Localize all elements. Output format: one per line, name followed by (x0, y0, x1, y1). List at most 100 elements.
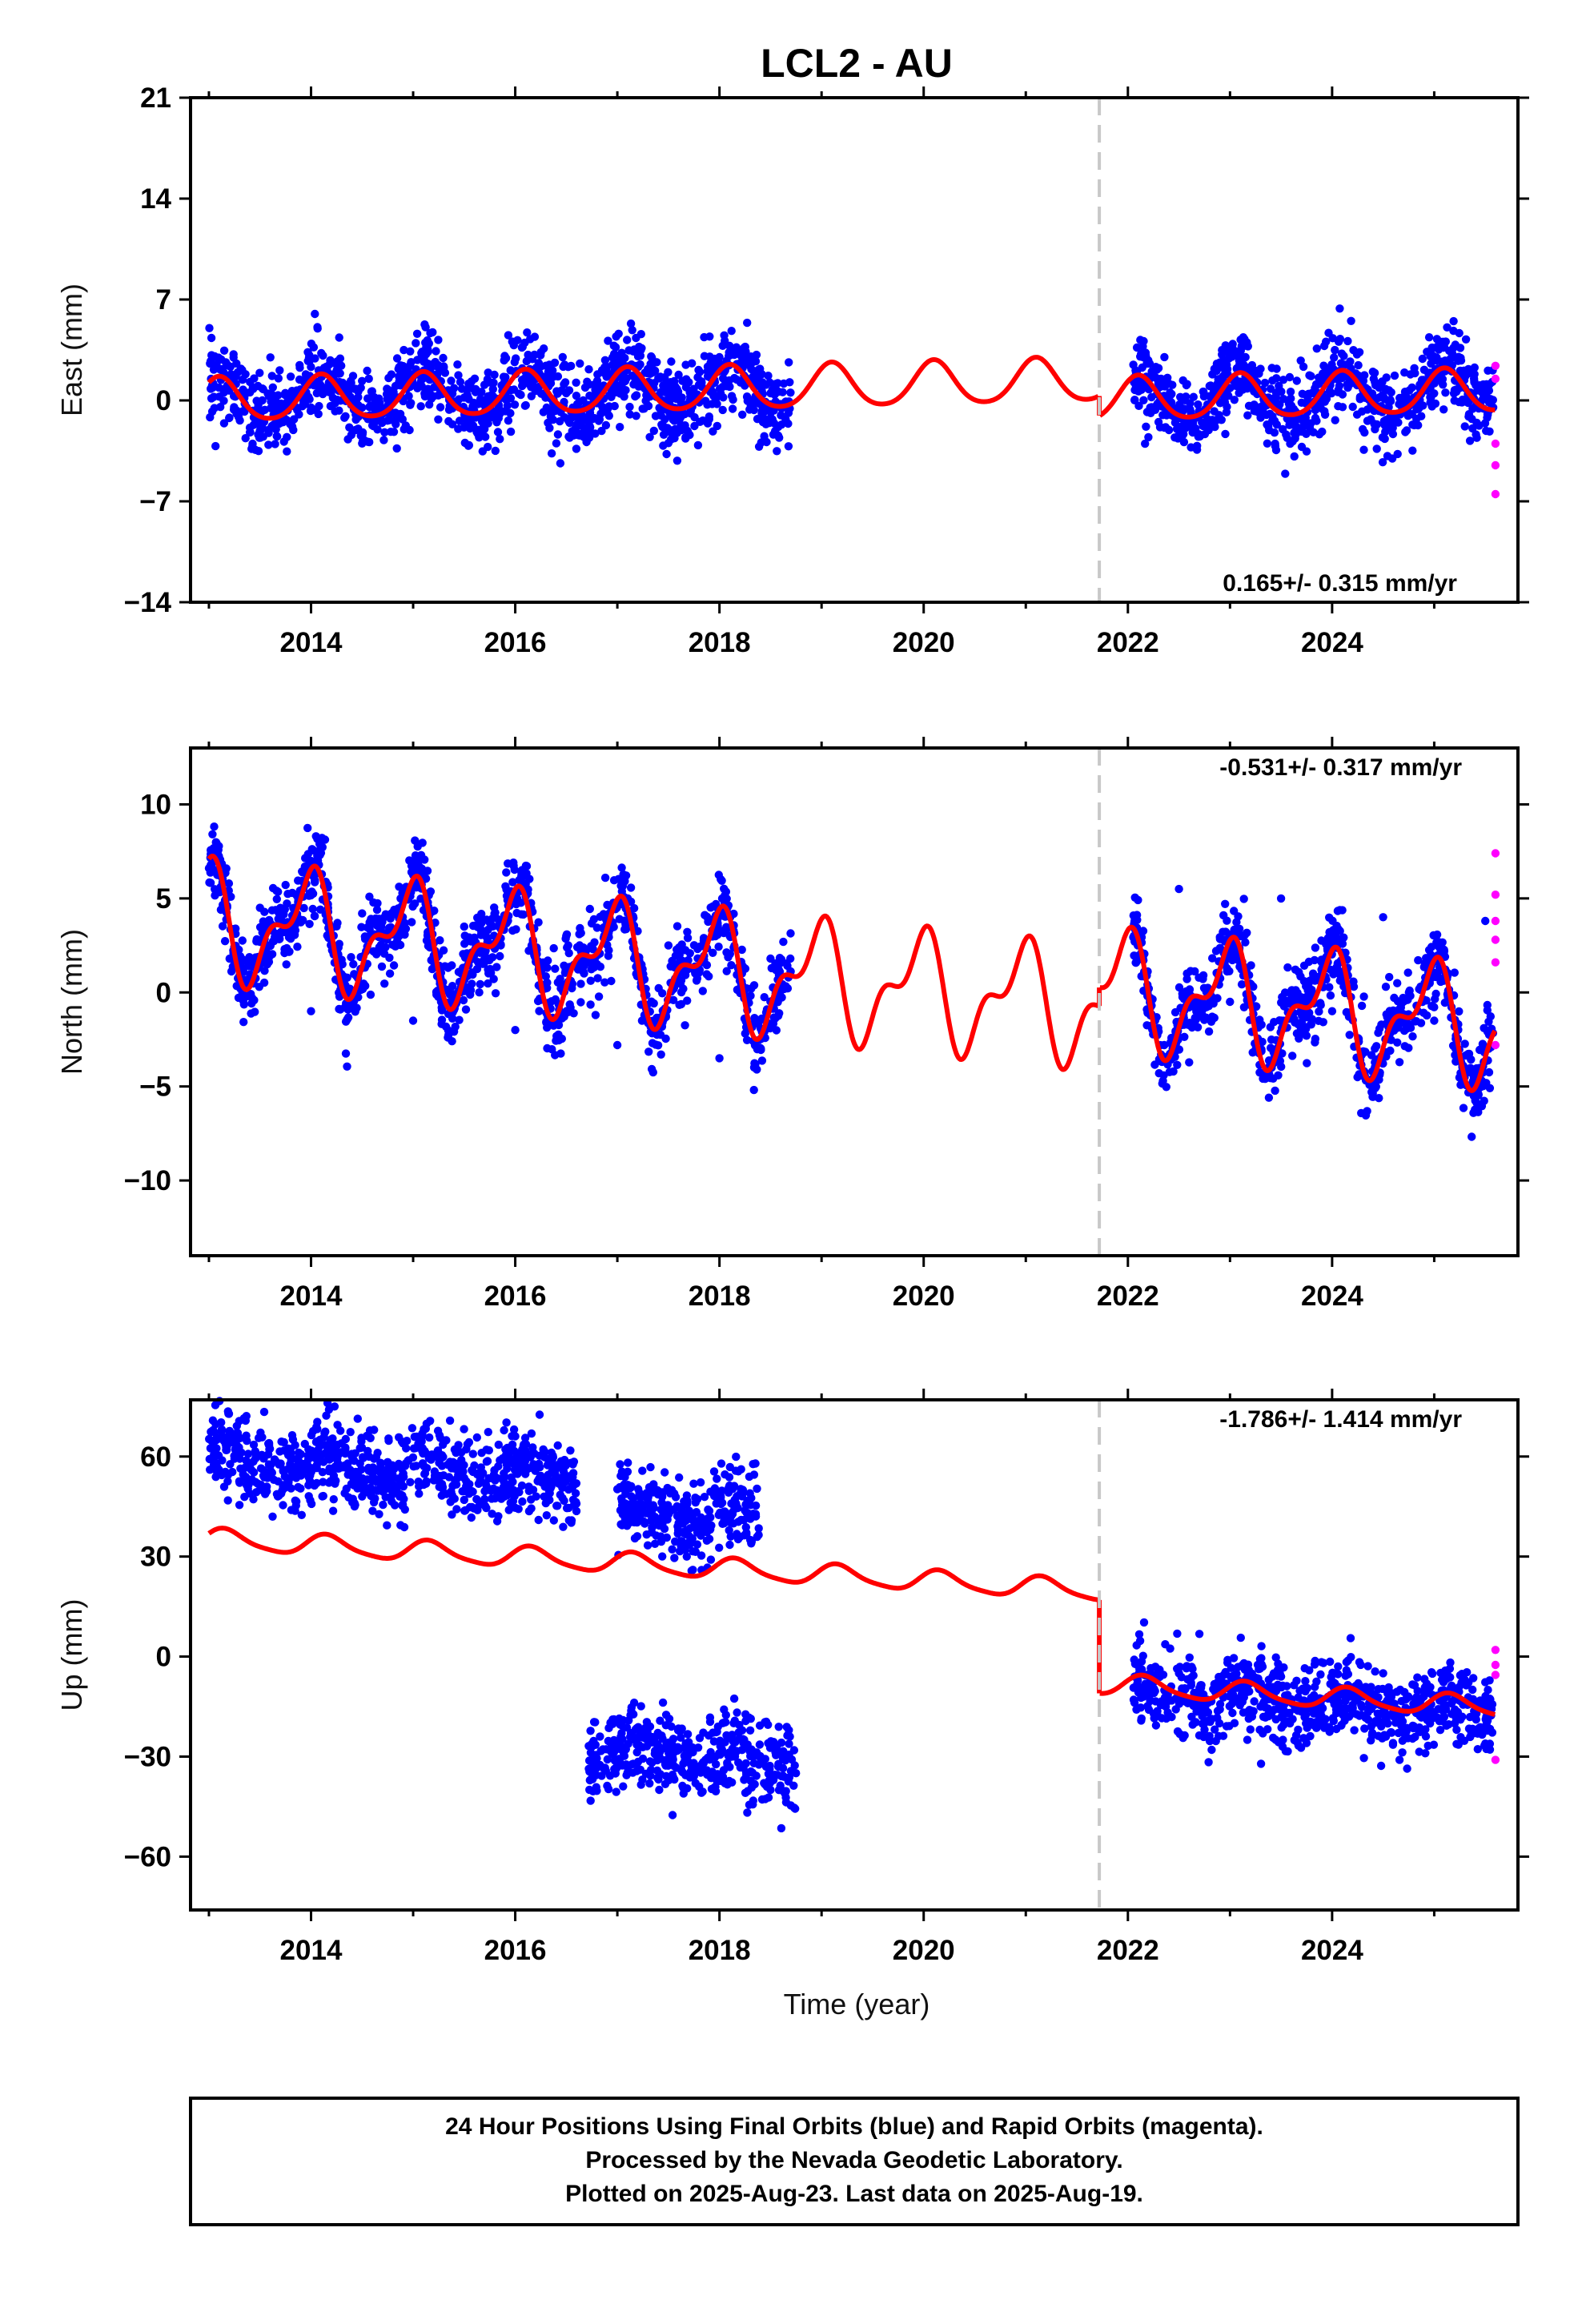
final-orbit-point (576, 979, 585, 988)
final-orbit-point (1192, 445, 1202, 454)
final-orbit-point (1426, 384, 1435, 393)
final-orbit-point (1387, 388, 1395, 397)
final-orbit-point (1439, 405, 1448, 414)
final-orbit-point (408, 1424, 417, 1433)
final-orbit-point (211, 1473, 220, 1482)
final-orbit-point (329, 1495, 338, 1504)
final-orbit-point (617, 863, 626, 872)
final-orbit-point (480, 959, 488, 967)
final-orbit-point (463, 933, 472, 942)
final-orbit-point (401, 421, 410, 430)
final-orbit-point (511, 1026, 520, 1035)
final-orbit-point (421, 323, 430, 332)
final-orbit-point (658, 989, 667, 998)
final-orbit-point (1131, 958, 1140, 967)
final-orbit-point (426, 1417, 435, 1425)
final-orbit-point (562, 931, 571, 941)
final-orbit-point (782, 959, 791, 968)
final-orbit-point (219, 396, 228, 405)
final-orbit-point (747, 359, 756, 368)
final-orbit-point (634, 382, 643, 391)
final-orbit-point (360, 436, 369, 445)
final-orbit-point (1136, 352, 1145, 361)
final-orbit-point (467, 377, 476, 386)
final-orbit-point (552, 439, 561, 448)
final-orbit-point (604, 412, 613, 420)
final-orbit-point (1191, 967, 1199, 976)
final-orbit-point (1472, 1099, 1481, 1108)
final-orbit-point (706, 903, 715, 912)
x-tick-label: 2016 (484, 627, 547, 658)
final-orbit-point (445, 1416, 455, 1425)
final-orbit-point (437, 1462, 447, 1470)
final-orbit-point (1451, 340, 1460, 349)
final-orbit-point (1180, 1032, 1189, 1042)
final-orbit-point (784, 442, 793, 451)
final-orbit-point (705, 332, 714, 341)
final-orbit-point (1336, 359, 1346, 368)
final-orbit-point (572, 444, 581, 453)
final-orbit-point (408, 902, 417, 911)
final-orbit-point (567, 1518, 576, 1527)
final-orbit-point (1296, 356, 1305, 365)
final-orbit-point (741, 353, 750, 363)
final-orbit-point (1197, 1003, 1207, 1012)
final-orbit-point (1278, 424, 1287, 434)
final-orbit-point (478, 447, 487, 456)
final-orbit-point (527, 1495, 536, 1504)
final-orbit-point (348, 372, 358, 380)
final-orbit-point (1383, 1012, 1391, 1022)
final-orbit-point (371, 914, 380, 923)
final-orbit-point (472, 921, 480, 930)
final-orbit-point (354, 387, 363, 396)
final-orbit-point (572, 378, 580, 387)
final-orbit-point (475, 913, 484, 922)
final-orbit-point (431, 357, 440, 367)
final-orbit-point (307, 340, 316, 348)
final-orbit-point (1385, 396, 1395, 406)
final-orbit-point (444, 405, 454, 414)
final-orbit-point (534, 918, 543, 927)
final-orbit-point (1354, 360, 1363, 370)
final-orbit-point (513, 336, 522, 344)
final-orbit-point (238, 375, 247, 384)
final-orbit-point (705, 352, 714, 361)
final-orbit-point (283, 943, 291, 953)
final-orbit-point (626, 319, 636, 328)
final-orbit-point (556, 1049, 565, 1058)
final-orbit-point (1325, 913, 1334, 923)
final-orbit-point (527, 375, 536, 384)
final-orbit-point (625, 402, 634, 412)
final-orbit-point (1207, 1017, 1216, 1027)
final-orbit-point (1371, 380, 1380, 390)
final-orbit-point (678, 376, 687, 385)
final-orbit-point (681, 967, 690, 976)
final-orbit-point (587, 919, 596, 928)
final-orbit-point (536, 351, 545, 360)
final-orbit-point (471, 388, 480, 396)
final-orbit-point (515, 389, 524, 398)
final-orbit-point (1144, 432, 1153, 442)
final-orbit-point (1163, 373, 1172, 382)
final-orbit-point (714, 870, 723, 879)
x-tick-label: 2016 (484, 1281, 547, 1312)
final-orbit-point (391, 413, 401, 423)
final-orbit-point (272, 887, 281, 895)
final-orbit-point (246, 428, 255, 436)
final-orbit-point (1212, 366, 1221, 376)
final-orbit-point (1266, 1023, 1275, 1031)
final-orbit-point (545, 424, 554, 432)
final-orbit-point (307, 1007, 315, 1015)
final-orbit-point (335, 939, 343, 948)
final-orbit-point (1174, 983, 1184, 992)
final-orbit-point (1333, 907, 1343, 915)
final-orbit-point (207, 1427, 215, 1437)
final-orbit-point (248, 383, 257, 392)
final-orbit-point (1199, 975, 1207, 983)
final-orbit-point (1237, 380, 1246, 388)
final-orbit-point (558, 1494, 567, 1502)
final-orbit-point (499, 1474, 508, 1482)
final-orbit-point (738, 410, 747, 419)
final-orbit-point (1367, 1088, 1376, 1097)
final-orbit-point (283, 432, 291, 441)
